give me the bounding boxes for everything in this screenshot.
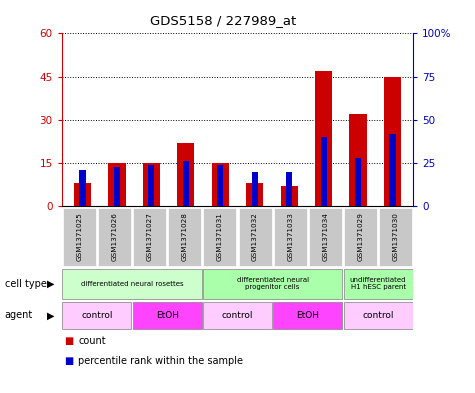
Text: control: control xyxy=(222,311,253,320)
Text: count: count xyxy=(78,336,106,346)
Text: control: control xyxy=(81,311,113,320)
Bar xyxy=(217,165,223,206)
Bar xyxy=(321,137,327,206)
Bar xyxy=(355,158,361,206)
Bar xyxy=(252,172,258,206)
Text: GDS5158 / 227989_at: GDS5158 / 227989_at xyxy=(150,14,296,27)
Bar xyxy=(212,163,229,206)
Text: undifferentiated
H1 hESC parent: undifferentiated H1 hESC parent xyxy=(350,277,406,290)
Bar xyxy=(246,183,263,206)
Bar xyxy=(177,143,194,206)
Bar xyxy=(148,165,154,206)
Bar xyxy=(390,134,396,206)
Text: ■: ■ xyxy=(64,356,73,366)
Bar xyxy=(133,302,202,329)
Bar xyxy=(142,163,160,206)
Bar xyxy=(63,208,96,266)
Bar xyxy=(274,208,307,266)
Text: GSM1371028: GSM1371028 xyxy=(182,212,188,261)
Text: GSM1371030: GSM1371030 xyxy=(393,212,399,261)
Bar xyxy=(79,170,86,206)
Bar xyxy=(203,302,272,329)
Bar xyxy=(309,208,342,266)
Text: ▶: ▶ xyxy=(47,279,55,289)
Bar xyxy=(384,77,401,206)
Bar xyxy=(183,162,189,206)
Bar xyxy=(98,208,131,266)
Bar xyxy=(203,208,237,266)
Text: GSM1371027: GSM1371027 xyxy=(147,212,152,261)
Bar xyxy=(379,208,412,266)
Text: EtOH: EtOH xyxy=(156,311,179,320)
Bar xyxy=(108,163,125,206)
Bar xyxy=(133,208,166,266)
Bar xyxy=(286,172,292,206)
Text: ■: ■ xyxy=(64,336,73,346)
Text: percentile rank within the sample: percentile rank within the sample xyxy=(78,356,243,366)
Bar xyxy=(315,71,332,206)
Bar xyxy=(344,208,377,266)
Bar xyxy=(114,167,120,206)
Bar xyxy=(238,208,272,266)
Text: EtOH: EtOH xyxy=(296,311,319,320)
Text: GSM1371033: GSM1371033 xyxy=(287,212,293,261)
Text: control: control xyxy=(362,311,394,320)
Text: GSM1371034: GSM1371034 xyxy=(323,212,328,261)
Text: GSM1371026: GSM1371026 xyxy=(112,212,117,261)
Bar xyxy=(74,183,91,206)
Text: agent: agent xyxy=(5,310,33,320)
Text: GSM1371032: GSM1371032 xyxy=(252,212,258,261)
Text: differentiated neural rosettes: differentiated neural rosettes xyxy=(81,281,183,287)
Bar xyxy=(62,302,132,329)
Bar xyxy=(203,268,342,299)
Text: GSM1371029: GSM1371029 xyxy=(358,212,363,261)
Bar xyxy=(343,302,413,329)
Bar xyxy=(281,186,298,206)
Bar xyxy=(350,114,367,206)
Text: cell type: cell type xyxy=(5,279,47,289)
Bar xyxy=(168,208,201,266)
Bar xyxy=(62,268,202,299)
Text: differentiated neural
progenitor cells: differentiated neural progenitor cells xyxy=(237,277,309,290)
Bar xyxy=(343,268,413,299)
Bar xyxy=(273,302,342,329)
Text: GSM1371031: GSM1371031 xyxy=(217,212,223,261)
Text: ▶: ▶ xyxy=(47,310,55,320)
Text: GSM1371025: GSM1371025 xyxy=(76,212,82,261)
